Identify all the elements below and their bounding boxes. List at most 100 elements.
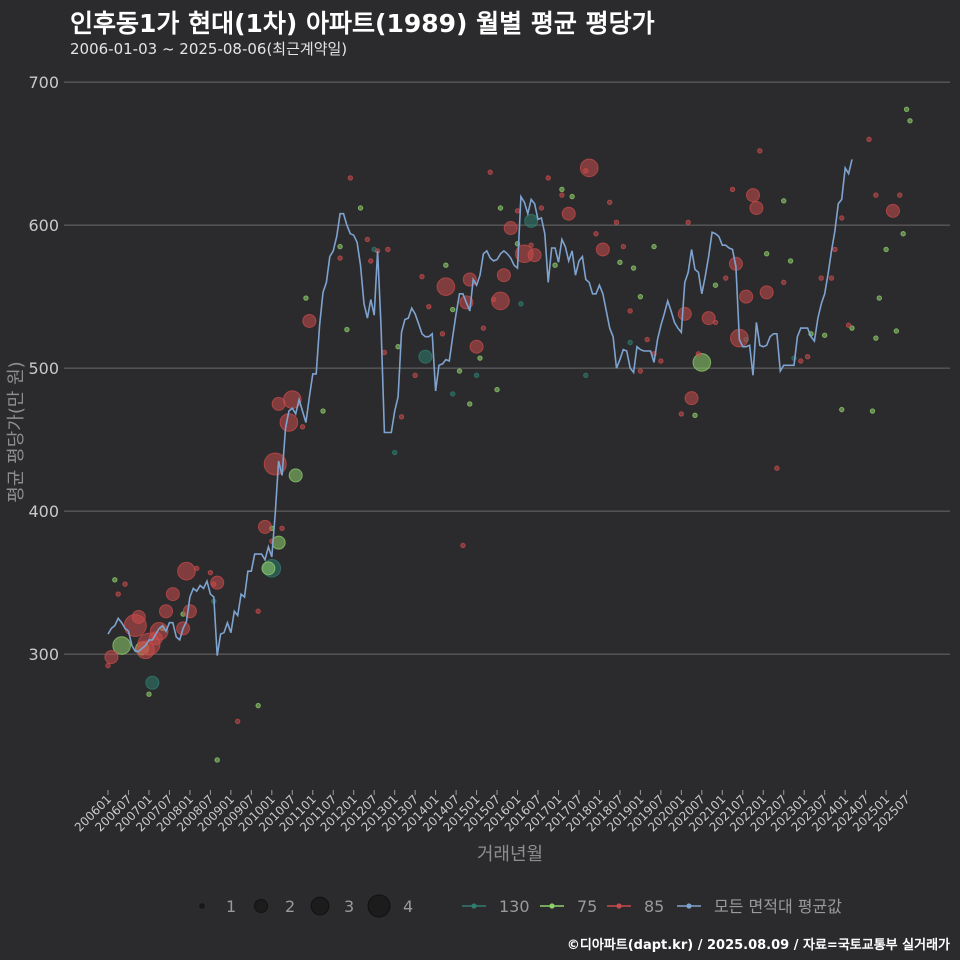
data-point-85	[279, 413, 299, 432]
x-axis-ticks: 2006012006072007012007072008012008072009…	[72, 790, 913, 835]
data-point-75	[839, 406, 845, 413]
data-point-85	[381, 349, 388, 356]
data-point-75	[449, 306, 456, 313]
data-point-85	[677, 306, 692, 321]
data-point-75	[849, 325, 855, 331]
size-legend-symbol	[367, 894, 391, 918]
data-point-85	[538, 205, 545, 211]
data-point-85	[436, 277, 456, 296]
data-point-75	[255, 702, 261, 709]
size-legend-label: 1	[226, 897, 236, 916]
data-point-75	[637, 293, 644, 300]
data-point-85	[514, 208, 521, 214]
data-point-75	[712, 282, 719, 288]
data-point-75	[763, 251, 770, 257]
data-point-85	[897, 192, 903, 198]
data-point-75	[112, 636, 131, 655]
legend-dot	[471, 903, 477, 909]
data-point-85	[182, 604, 197, 619]
data-point-75	[443, 262, 449, 268]
data-point-85	[104, 650, 119, 665]
y-axis-ticks: 300 400 500 600 700	[28, 73, 59, 664]
data-point-85	[885, 203, 900, 218]
data-point-85	[302, 313, 317, 328]
legend-dot	[616, 903, 622, 909]
data-point-75	[617, 259, 623, 266]
data-point-85	[545, 175, 551, 181]
data-point-75	[146, 691, 152, 697]
data-point-75	[651, 243, 657, 250]
data-point-85	[299, 424, 306, 430]
data-point-85	[398, 414, 405, 420]
data-point-85	[637, 368, 644, 374]
data-point-85	[781, 279, 787, 286]
data-point-85	[561, 206, 576, 221]
y-tick-label: 300	[28, 645, 59, 664]
legend-dot	[549, 903, 555, 909]
data-point-75	[559, 186, 565, 193]
data-point-85	[257, 519, 272, 534]
data-point-75	[344, 326, 350, 333]
data-point-85	[385, 246, 391, 253]
data-point-85	[527, 248, 542, 263]
chart-title: 인후동1가 현대(1차) 아파트(1989) 월별 평균 평당가	[70, 9, 655, 38]
data-point-85	[701, 311, 716, 326]
data-point-85	[131, 609, 146, 624]
data-point-85	[746, 188, 761, 203]
data-point-85	[658, 358, 664, 364]
data-point-75	[692, 412, 698, 419]
data-point-75	[569, 193, 575, 200]
data-point-85	[439, 331, 446, 337]
data-point-85	[159, 604, 174, 619]
y-tick-label: 400	[28, 502, 59, 521]
size-legend-symbol	[254, 899, 268, 913]
data-point-85	[207, 569, 214, 576]
data-point-75	[873, 335, 879, 341]
data-point-85	[105, 662, 111, 669]
data-point-85	[412, 372, 418, 379]
data-point-85	[695, 351, 702, 357]
data-point-130	[418, 349, 433, 364]
x-axis-title: 거래년월	[477, 844, 543, 865]
data-point-85	[279, 525, 285, 532]
data-point-75	[303, 295, 309, 301]
data-point-75	[781, 198, 787, 204]
size-legend-label: 2	[285, 897, 295, 916]
data-point-75	[893, 328, 900, 334]
data-point-75	[337, 243, 343, 250]
data-point-85	[804, 354, 811, 360]
data-point-85	[845, 322, 852, 328]
legend-label: 85	[644, 897, 664, 916]
legend-label: 모든 면적대 평균값	[714, 897, 842, 916]
data-point-75	[821, 332, 828, 338]
data-point-85	[839, 215, 845, 221]
data-point-85	[503, 221, 518, 236]
data-point-75	[497, 205, 504, 211]
data-point-85	[122, 581, 128, 587]
data-point-85	[873, 192, 879, 198]
legend: 1 2 3 4 130 75 85 모든 면적대 평균값	[199, 894, 842, 918]
data-point-85	[419, 273, 425, 280]
data-point-85	[712, 319, 719, 326]
data-point-85	[364, 236, 371, 243]
size-legend-symbol	[199, 903, 205, 909]
data-point-85	[818, 275, 824, 281]
data-point-85	[644, 336, 650, 343]
data-point-85	[491, 291, 510, 311]
data-point-85	[723, 275, 729, 281]
legend-label: 75	[577, 897, 597, 916]
legend-dot	[686, 903, 692, 909]
data-point-85	[595, 242, 610, 257]
data-point-85	[620, 243, 627, 250]
data-point-85	[469, 339, 484, 354]
y-tick-label: 600	[28, 216, 59, 235]
data-point-130	[145, 675, 160, 690]
data-point-85	[460, 542, 466, 549]
data-point-85	[866, 136, 872, 143]
data-points	[104, 106, 913, 763]
data-point-130	[473, 372, 480, 379]
data-point-75	[467, 401, 473, 407]
data-point-85	[749, 200, 764, 215]
data-point-85	[798, 358, 804, 364]
